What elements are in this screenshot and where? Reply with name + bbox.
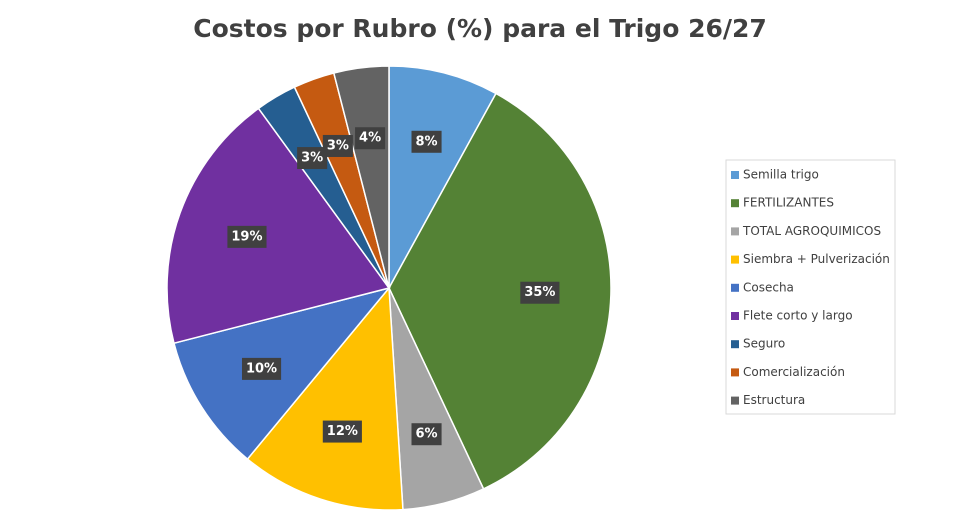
value-label: 3% bbox=[327, 138, 349, 153]
legend-swatch bbox=[731, 199, 739, 208]
legend-label: FERTILIZANTES bbox=[743, 196, 834, 210]
pie-slice bbox=[173, 286, 392, 461]
legend-label: Semilla trigo bbox=[743, 168, 819, 182]
pie-slice bbox=[166, 107, 391, 345]
legend-swatch bbox=[731, 312, 739, 320]
value-label: 12% bbox=[327, 424, 358, 439]
legend-swatch bbox=[731, 396, 739, 405]
value-label: 10% bbox=[246, 361, 277, 376]
pie-slice bbox=[246, 286, 404, 511]
legend-label: Seguro bbox=[743, 337, 785, 351]
chart-title: Costos por Rubro (%) para el Trigo 26/27 bbox=[193, 14, 767, 43]
legend-swatch bbox=[731, 227, 739, 236]
value-label: 6% bbox=[416, 427, 438, 442]
value-label-box bbox=[355, 127, 386, 150]
value-label-box bbox=[322, 420, 362, 443]
value-label: 35% bbox=[524, 285, 555, 300]
legend-label: TOTAL AGROQUIMICOS bbox=[742, 224, 881, 238]
value-label-box bbox=[411, 423, 442, 446]
value-label-box bbox=[241, 357, 282, 380]
value-label: 3% bbox=[301, 151, 323, 166]
legend-swatch bbox=[731, 368, 739, 377]
pie-slice bbox=[332, 65, 390, 289]
legend-swatch bbox=[731, 255, 739, 264]
legend-swatch bbox=[731, 340, 739, 349]
legend-swatch bbox=[731, 171, 739, 179]
legend-label: Siembra + Pulverización bbox=[743, 252, 890, 266]
pie-slice bbox=[388, 65, 497, 289]
value-label-box bbox=[297, 147, 328, 170]
legend-label: Flete corto y largo bbox=[743, 309, 853, 323]
legend-label: Estructura bbox=[743, 393, 805, 407]
value-label: 19% bbox=[231, 229, 262, 244]
value-label: 8% bbox=[416, 134, 438, 149]
value-label-box bbox=[322, 134, 353, 157]
legend-label: Cosecha bbox=[743, 280, 794, 294]
value-label-box bbox=[411, 130, 442, 153]
legend-label: Comercialización bbox=[743, 365, 845, 379]
value-label-box bbox=[227, 225, 267, 248]
legend-box bbox=[725, 159, 896, 415]
value-label-box bbox=[520, 281, 560, 304]
value-label: 4% bbox=[359, 131, 381, 146]
legend-swatch bbox=[731, 283, 739, 292]
pie-slice bbox=[388, 92, 612, 490]
